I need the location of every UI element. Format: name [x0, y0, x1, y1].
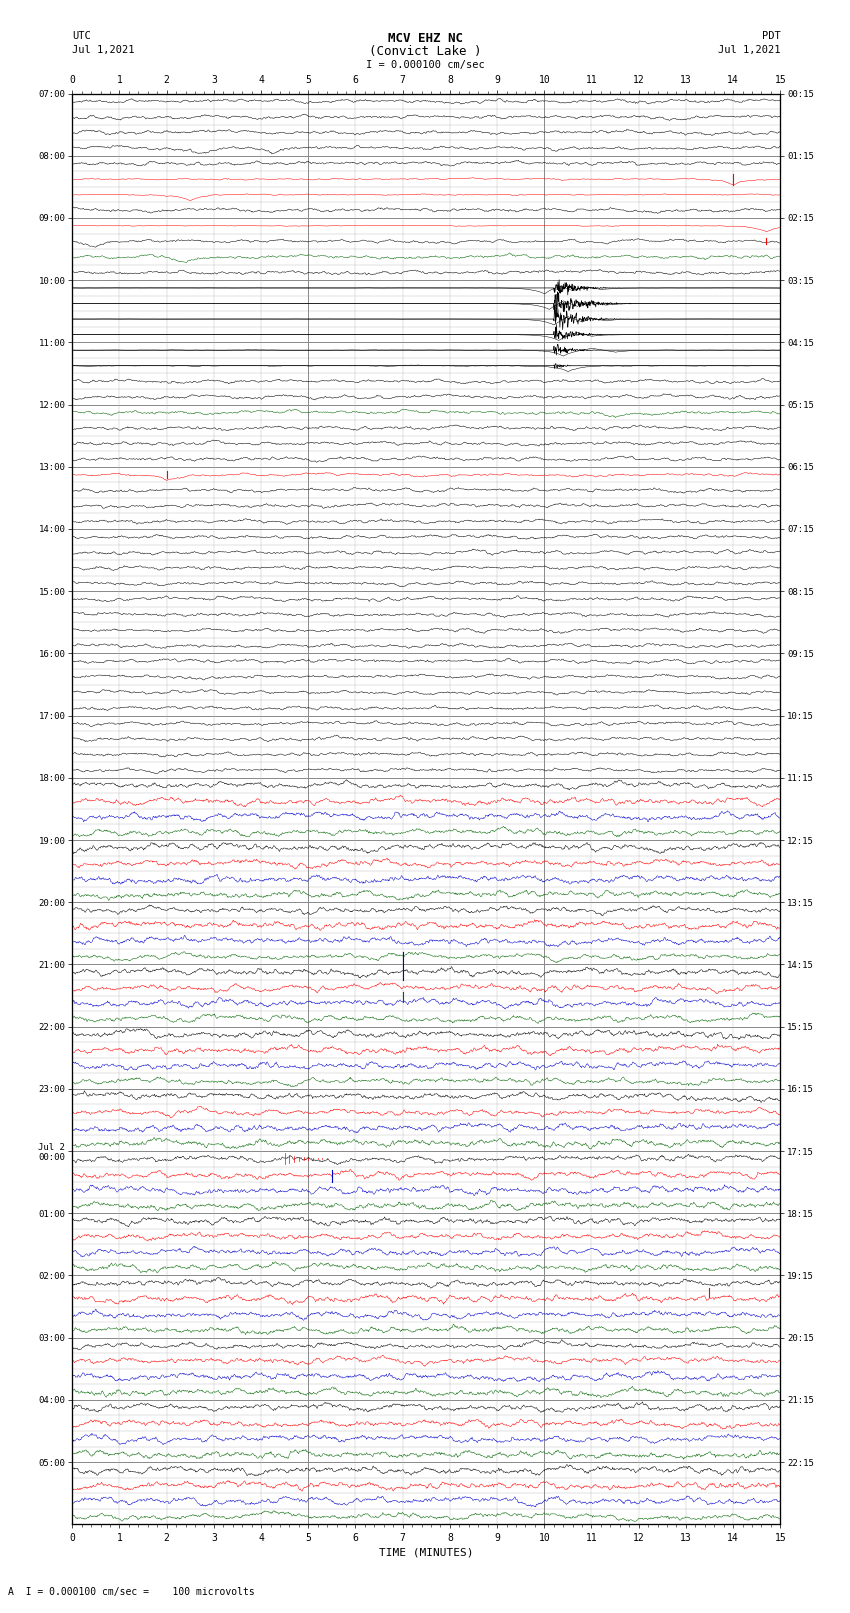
Text: UTC: UTC	[72, 31, 91, 40]
Text: PDT: PDT	[762, 31, 780, 40]
Text: Jul 1,2021: Jul 1,2021	[717, 45, 780, 55]
Text: A  I = 0.000100 cm/sec =    100 microvolts: A I = 0.000100 cm/sec = 100 microvolts	[8, 1587, 255, 1597]
Text: I = 0.000100 cm/sec: I = 0.000100 cm/sec	[366, 60, 484, 69]
Text: (Convict Lake ): (Convict Lake )	[369, 45, 481, 58]
X-axis label: TIME (MINUTES): TIME (MINUTES)	[379, 1547, 473, 1558]
Text: MCV EHZ NC: MCV EHZ NC	[388, 32, 462, 45]
Text: Jul 1,2021: Jul 1,2021	[72, 45, 135, 55]
